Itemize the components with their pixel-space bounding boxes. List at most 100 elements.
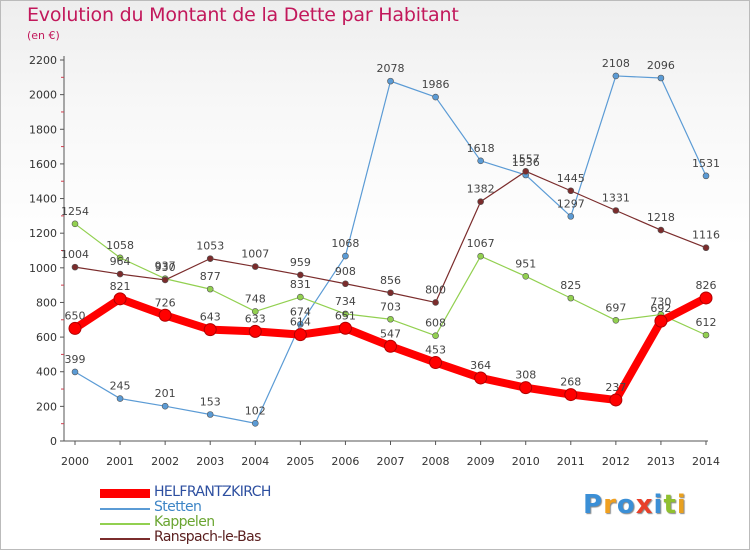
data-point <box>342 280 349 288</box>
data-label: 1058 <box>106 239 134 252</box>
data-point <box>161 276 169 284</box>
y-tick-label: 2200 <box>29 54 57 67</box>
x-tick-label: 2013 <box>647 455 675 468</box>
legend-item: HELFRANTZKIRCH <box>100 485 360 500</box>
x-tick-label: 2002 <box>151 455 179 468</box>
legend-label: HELFRANTZKIRCH <box>154 484 271 500</box>
series-line-stetten <box>74 75 707 424</box>
x-tick-label: 2012 <box>602 455 630 468</box>
data-label: 2096 <box>647 59 675 72</box>
data-label: 2108 <box>602 57 630 70</box>
data-point <box>702 331 710 339</box>
data-label: 821 <box>110 280 131 293</box>
data-point <box>477 198 484 205</box>
data-label: 825 <box>560 279 581 292</box>
data-point <box>612 207 620 214</box>
data-label: 951 <box>515 257 536 270</box>
data-point <box>387 289 394 297</box>
data-label: 959 <box>290 256 311 269</box>
y-tick-label: 1400 <box>29 193 57 206</box>
x-tick-label: 2007 <box>377 455 405 468</box>
data-label: 201 <box>155 387 176 400</box>
data-label: 697 <box>605 301 626 314</box>
y-tick-label: 600 <box>36 331 57 344</box>
data-label: 692 <box>650 302 671 315</box>
data-label: 1531 <box>692 157 720 170</box>
y-tick-label: 1800 <box>29 123 57 136</box>
y-tick-label: 2000 <box>29 89 57 102</box>
data-point <box>116 395 124 402</box>
legend-label: Stetten <box>154 499 202 515</box>
chart-subtitle: (en €) <box>27 29 60 42</box>
proxiti-logo: Proxiti <box>583 490 687 520</box>
logo-letter: x <box>635 490 654 520</box>
data-point <box>116 254 124 262</box>
data-label: 800 <box>425 283 446 296</box>
data-label: 1331 <box>602 191 630 204</box>
data-point <box>657 74 665 82</box>
data-point <box>387 77 394 85</box>
data-label: 930 <box>155 261 176 274</box>
data-point <box>567 187 575 195</box>
logo-letter: P <box>583 490 604 520</box>
data-point <box>71 220 79 228</box>
legend-swatch <box>100 537 150 540</box>
legend-swatch <box>100 489 150 498</box>
data-point <box>251 420 259 427</box>
data-point <box>432 299 439 306</box>
x-tick-label: 2014 <box>692 455 720 468</box>
data-point <box>384 339 397 353</box>
data-label: 964 <box>110 255 131 268</box>
x-tick-label: 2000 <box>61 455 89 468</box>
data-point <box>432 332 439 340</box>
data-point <box>251 263 259 270</box>
data-label: 308 <box>515 369 536 382</box>
data-label: 908 <box>335 265 356 278</box>
data-point <box>702 172 710 180</box>
data-point <box>251 308 259 315</box>
data-point <box>71 263 79 271</box>
data-point <box>567 294 575 302</box>
data-point <box>297 293 304 301</box>
y-tick-label: 800 <box>36 296 57 309</box>
data-label: 2078 <box>377 62 405 75</box>
data-point <box>338 321 352 335</box>
data-point <box>206 411 214 418</box>
chart-title: Evolution du Montant de la Dette par Hab… <box>27 4 459 26</box>
logo-letter: o <box>616 490 636 520</box>
data-label: 237 <box>605 381 626 394</box>
data-label: 1536 <box>512 156 540 169</box>
data-label: 730 <box>650 296 671 309</box>
legend: HELFRANTZKIRCH Stetten Kappelen Ranspach-le… <box>100 485 360 545</box>
legend-item: Stetten <box>100 500 360 515</box>
data-label: 726 <box>155 296 176 309</box>
data-label: 268 <box>560 376 581 389</box>
data-point <box>432 93 439 101</box>
data-label: 612 <box>696 316 717 329</box>
data-point <box>477 252 484 260</box>
y-tick-label: 1200 <box>29 227 57 240</box>
data-point <box>474 371 488 385</box>
data-point <box>297 271 304 279</box>
data-label: 1116 <box>692 229 720 242</box>
legend-label: Ranspach-le-Bas <box>154 529 261 545</box>
legend-item: Ranspach-le-Bas <box>100 530 360 545</box>
data-label: 734 <box>335 295 356 308</box>
data-point <box>293 328 307 342</box>
data-point <box>248 324 262 338</box>
data-point <box>116 270 124 278</box>
data-label: 1382 <box>467 183 495 196</box>
data-label: 1053 <box>196 240 224 253</box>
data-label: 1007 <box>241 248 269 261</box>
data-point <box>206 255 214 262</box>
data-label: 831 <box>290 278 311 291</box>
data-label: 674 <box>290 305 311 318</box>
logo-letter: t <box>663 490 677 520</box>
data-label: 1445 <box>557 172 585 185</box>
data-label: 399 <box>65 353 86 366</box>
data-point <box>564 388 578 402</box>
data-label: 1067 <box>467 237 495 250</box>
data-label: 633 <box>245 312 266 325</box>
data-label: 856 <box>380 274 401 287</box>
legend-swatch <box>100 507 150 510</box>
